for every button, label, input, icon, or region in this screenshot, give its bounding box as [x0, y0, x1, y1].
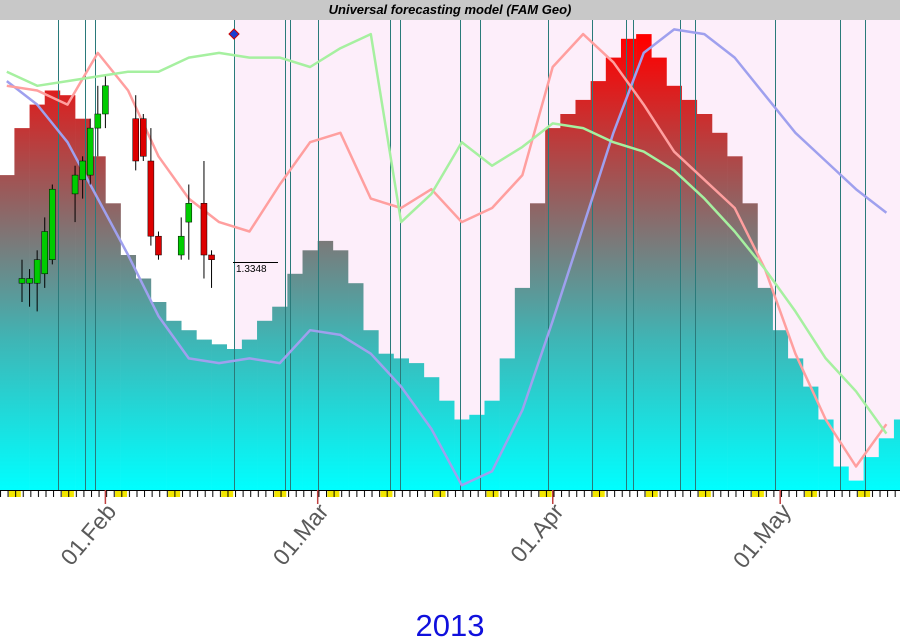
last-price-label: 1.3348 [236, 264, 267, 275]
line-series [6, 32, 888, 435]
bar [818, 419, 834, 490]
bar [696, 114, 713, 490]
bar [105, 203, 121, 490]
bar [59, 95, 76, 490]
candle-body [140, 118, 147, 157]
line-series [6, 28, 888, 487]
bar [423, 377, 440, 490]
bar [257, 320, 273, 490]
bar [711, 132, 728, 490]
bar [499, 358, 516, 490]
bar [393, 358, 409, 490]
bar [802, 386, 819, 490]
candle-body [102, 85, 109, 115]
bar [378, 353, 394, 490]
bar [181, 330, 197, 490]
candle-body [79, 160, 86, 181]
bar [605, 57, 622, 490]
bar [287, 273, 303, 490]
bar [348, 283, 364, 490]
chart-title: Universal forecasting model (FAM Geo) [329, 2, 572, 17]
bar [75, 118, 91, 490]
bar [651, 57, 667, 490]
candle-body [177, 235, 185, 256]
bar [363, 330, 379, 490]
bar [833, 466, 849, 490]
bar [484, 400, 500, 490]
current-marker [228, 28, 240, 40]
bar [150, 302, 167, 490]
candle-body [18, 278, 26, 284]
line-series [6, 32, 888, 468]
bar [514, 287, 531, 490]
bar [742, 203, 758, 490]
candle-body [26, 278, 33, 284]
bar [893, 419, 900, 490]
bar [681, 99, 698, 490]
bar [44, 90, 61, 490]
bar [166, 320, 182, 490]
candle-body [132, 118, 139, 162]
bar [302, 250, 318, 490]
bar [317, 240, 334, 490]
bar [590, 81, 607, 490]
bar [454, 419, 470, 490]
plot-area [0, 20, 900, 490]
candle-body [185, 203, 193, 223]
bar [772, 330, 789, 490]
candle-body [71, 174, 79, 195]
bar [787, 358, 804, 490]
bar [120, 255, 137, 490]
bar [332, 250, 349, 490]
candle-body [33, 259, 41, 284]
bar [636, 34, 652, 490]
year-label: 2013 [416, 608, 485, 640]
bar [196, 339, 212, 490]
bar [727, 156, 743, 490]
bar [0, 175, 15, 490]
bar [408, 363, 425, 490]
candle-body [41, 231, 48, 275]
bar [272, 306, 288, 490]
bar [135, 278, 152, 490]
bar [878, 438, 895, 490]
bar [545, 128, 561, 490]
bar [666, 85, 682, 490]
bar [560, 114, 576, 490]
bar [848, 480, 864, 490]
bar [14, 128, 30, 490]
bar [863, 457, 880, 490]
bar [620, 38, 637, 490]
bar [90, 156, 106, 490]
bar [575, 99, 591, 490]
candle-body [86, 127, 94, 176]
bar [529, 203, 546, 490]
day-ticks [0, 490, 900, 498]
bar [241, 339, 258, 490]
candle-body [94, 113, 102, 129]
title-bar [0, 0, 900, 20]
candle-body [147, 160, 155, 237]
bar [211, 344, 228, 490]
candle-body [49, 188, 56, 260]
candle-body [200, 203, 208, 256]
candle-body [155, 235, 162, 256]
bar [757, 287, 773, 490]
candle-body [208, 254, 215, 260]
bar [439, 400, 455, 490]
